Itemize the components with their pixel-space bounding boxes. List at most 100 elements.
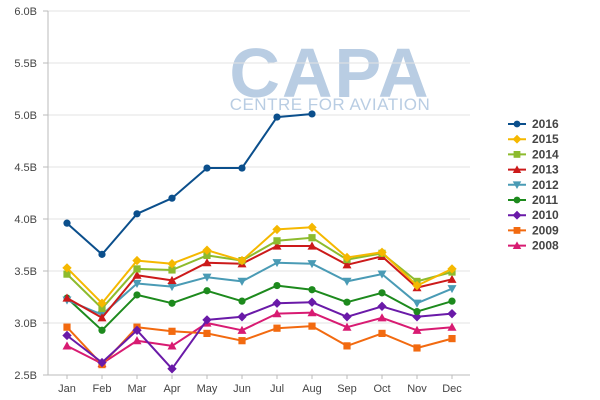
- data-point: [237, 277, 247, 286]
- legend-marker: [513, 196, 521, 204]
- data-point: [308, 322, 316, 330]
- legend-item-2013[interactable]: 2013: [508, 163, 559, 177]
- x-tick-label: Nov: [407, 383, 427, 395]
- y-axis-tick-labels: 2.5B 3.0B 3.5B 4.0B 4.5B 5.0B 5.5B 6.0B: [14, 6, 37, 382]
- legend-item-2010[interactable]: 2010: [508, 208, 559, 222]
- data-point: [308, 234, 316, 242]
- data-point: [167, 364, 177, 374]
- legend-label: 2010: [532, 208, 559, 222]
- legend-item-2014[interactable]: 2014: [508, 147, 559, 161]
- data-point: [167, 283, 177, 292]
- x-tick-label: Mar: [128, 383, 147, 395]
- x-tick-label: Jan: [58, 383, 76, 395]
- data-point: [342, 252, 352, 263]
- y-tick-label: 5.5B: [14, 58, 37, 70]
- series-2016: [63, 110, 316, 258]
- data-point: [133, 265, 141, 273]
- data-point: [63, 270, 71, 278]
- data-point: [133, 291, 141, 299]
- data-point: [97, 298, 107, 308]
- legend-item-2008[interactable]: 2008: [508, 239, 559, 253]
- legend-item-2016[interactable]: 2016: [508, 117, 559, 131]
- y-tick-label: 6.0B: [14, 6, 37, 18]
- data-point: [273, 324, 281, 332]
- data-point: [237, 255, 247, 266]
- data-point: [203, 251, 211, 259]
- data-point: [378, 289, 386, 297]
- data-point: [378, 329, 386, 337]
- x-tick-label: Jun: [233, 383, 251, 395]
- data-point: [307, 241, 317, 250]
- data-point: [413, 344, 421, 352]
- data-point: [272, 224, 282, 235]
- data-point: [62, 330, 72, 341]
- y-tick-label: 4.5B: [14, 162, 37, 174]
- data-point: [237, 325, 247, 334]
- y-tick-label: 5.0B: [14, 110, 37, 122]
- series-line: [66, 311, 453, 365]
- data-point: [132, 270, 142, 279]
- series-line: [66, 325, 453, 366]
- data-point: [342, 322, 352, 331]
- data-point: [202, 245, 212, 255]
- data-point: [202, 258, 212, 267]
- x-tick-label: Feb: [93, 383, 112, 395]
- data-point: [343, 298, 351, 306]
- series-line: [66, 245, 453, 319]
- legend-label: 2014: [532, 147, 559, 161]
- watermark: CAPA CENTRE FOR AVIATION: [229, 34, 431, 114]
- data-point: [168, 327, 176, 335]
- data-point: [447, 322, 457, 331]
- legend-item-2011[interactable]: 2011: [508, 193, 558, 207]
- data-point: [168, 266, 176, 274]
- series-2011: [63, 281, 456, 334]
- legend-marker: [512, 165, 522, 173]
- x-tick-label: Sep: [337, 383, 357, 395]
- y-tick-label: 3.5B: [14, 266, 37, 278]
- legend-label: 2012: [532, 178, 559, 192]
- legend-marker: [512, 241, 522, 249]
- legend-item-2012[interactable]: 2012: [508, 178, 559, 192]
- legend-item-2015[interactable]: 2015: [508, 132, 559, 146]
- data-point: [167, 259, 177, 269]
- data-point: [203, 287, 211, 295]
- data-point: [168, 299, 176, 307]
- legend-label: 2015: [532, 132, 559, 146]
- legend-marker: [512, 210, 522, 220]
- data-point: [168, 194, 176, 202]
- x-axis-tick-labels: Jan Feb Mar Apr May Jun Jul Aug Sep Oct Nov Dec: [58, 383, 462, 395]
- watermark-subtitle: CENTRE FOR AVIATION: [230, 95, 431, 114]
- data-point: [342, 277, 352, 286]
- data-point: [98, 304, 106, 313]
- legend-label: 2011: [532, 193, 558, 207]
- series-line: [66, 284, 453, 332]
- data-point: [237, 312, 247, 322]
- data-point: [447, 308, 457, 319]
- data-point: [308, 286, 316, 294]
- series-group: [62, 110, 457, 374]
- legend-item-2009[interactable]: 2009: [508, 223, 559, 237]
- series-line: [66, 226, 453, 305]
- x-tick-label: Dec: [442, 383, 462, 395]
- data-point: [412, 312, 422, 322]
- data-point: [133, 210, 141, 218]
- data-point: [272, 298, 282, 308]
- data-point: [307, 297, 317, 307]
- legend-marker: [513, 120, 521, 128]
- axes: [43, 10, 470, 379]
- data-point: [272, 259, 282, 268]
- data-point: [62, 293, 72, 302]
- watermark-logo: CAPA: [229, 34, 430, 112]
- legend-marker: [513, 151, 521, 158]
- series-2008: [62, 308, 457, 368]
- y-tick-label: 3.0B: [14, 318, 37, 330]
- data-point: [202, 315, 212, 325]
- legend-marker: [512, 134, 522, 144]
- x-tick-label: Apr: [163, 383, 180, 395]
- data-point: [98, 326, 106, 334]
- series-line: [66, 261, 453, 316]
- data-point: [272, 241, 282, 250]
